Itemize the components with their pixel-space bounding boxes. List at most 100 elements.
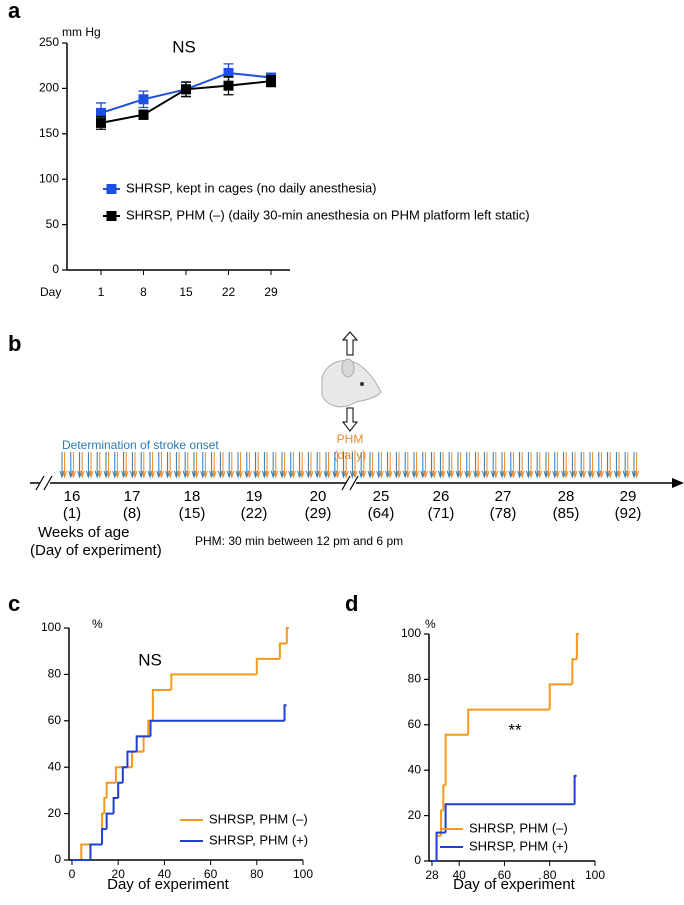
daily-arrow	[185, 452, 191, 479]
y-tick-label: 50	[46, 217, 60, 231]
daily-arrow	[598, 452, 604, 479]
point	[223, 80, 234, 91]
point	[96, 117, 106, 128]
step	[571, 658, 577, 685]
step	[149, 719, 285, 737]
daily-arrow	[607, 452, 613, 479]
daily-arrow	[308, 452, 314, 479]
daily-arrow	[114, 452, 120, 479]
step	[121, 766, 128, 783]
x-axis-label: Day of experiment	[107, 876, 230, 893]
daily-arrow	[625, 452, 631, 479]
y-tick-label: 100	[401, 626, 421, 640]
panel-label: b	[8, 331, 21, 356]
step	[444, 803, 575, 833]
daily-arrow	[343, 452, 349, 479]
step	[105, 781, 116, 799]
note: PHM: 30 min between 12 pm and 6 pm	[195, 534, 403, 548]
daily-arrow	[158, 452, 164, 479]
y-tick-label: 20	[48, 806, 62, 820]
x-tick-label: 40	[158, 867, 172, 881]
x-tick-label: 100	[585, 868, 605, 882]
y-tick-label: 60	[48, 713, 62, 727]
daily-arrow	[88, 452, 94, 479]
y-tick-label: 100	[39, 171, 59, 185]
day-label: (29)	[305, 505, 332, 522]
axis-break	[35, 475, 359, 491]
legend-label: SHRSP, PHM (–) (daily 30-min anesthesia …	[126, 207, 530, 222]
daily-arrow	[299, 452, 305, 479]
x-tick-label: 20	[112, 867, 126, 881]
legend-label: SHRSP, kept in cages (no daily anesthesi…	[126, 180, 377, 195]
day-label: (92)	[615, 505, 642, 522]
step	[575, 633, 579, 660]
daily-arrow	[422, 452, 428, 479]
week-label: 27	[495, 488, 512, 505]
annotation: **	[508, 720, 522, 739]
step	[112, 797, 119, 814]
daily-arrow	[264, 452, 270, 479]
point	[96, 107, 106, 118]
daily-arrow	[466, 452, 472, 479]
daily-arrow	[616, 452, 622, 479]
daily-arrow	[414, 452, 420, 479]
onset-label: Determination of stroke onset	[62, 438, 219, 452]
x-tick-label: 60	[204, 867, 218, 881]
day-label: (64)	[368, 505, 395, 522]
axis-label: Weeks of age	[38, 524, 129, 541]
daily-arrow	[519, 452, 525, 479]
week-label: 20	[310, 488, 327, 505]
point	[266, 76, 276, 87]
y-unit: %	[92, 617, 103, 631]
x-axis-label: Day of experiment	[453, 876, 576, 893]
daily-arrow	[290, 452, 296, 479]
x-tick-label: 60	[498, 868, 512, 882]
daily-arrow	[79, 452, 85, 479]
daily-arrow	[396, 452, 402, 479]
y-tick-label: 0	[414, 853, 421, 867]
y-tick-label: 250	[39, 35, 59, 49]
week-label: 25	[373, 488, 390, 505]
phm-sub: (daily)	[334, 448, 367, 462]
y-tick-label: 100	[41, 620, 61, 634]
annotation: NS	[172, 37, 196, 56]
y-tick-label: 80	[48, 667, 62, 681]
daily-arrow	[141, 452, 147, 479]
x-tick-label: 100	[293, 867, 313, 881]
y-tick-label: 60	[408, 717, 422, 731]
point	[138, 94, 149, 105]
daily-arrow	[493, 452, 499, 479]
step	[101, 828, 107, 845]
y-unit: %	[425, 617, 436, 631]
x-tick-label: 1	[98, 285, 105, 299]
x-tick-label: 80	[543, 868, 557, 882]
step	[278, 642, 287, 659]
timeline: b Determination of stroke onset PHM (dai…	[8, 331, 684, 559]
step	[135, 735, 151, 752]
daily-arrow	[590, 452, 596, 479]
week-label: 18	[184, 488, 201, 505]
step	[170, 673, 257, 690]
daily-arrow	[326, 452, 332, 479]
legend-marker	[106, 211, 117, 221]
x-tick-label: 22	[222, 285, 236, 299]
daily-arrow	[431, 452, 437, 479]
legend-label: SHRSP, PHM (–)	[209, 811, 308, 826]
daily-arrow	[510, 452, 516, 479]
x-tick-label: 0	[69, 867, 76, 881]
y-tick-label: 40	[408, 762, 422, 776]
step	[105, 812, 114, 830]
day-label: (15)	[179, 505, 206, 522]
step	[117, 781, 123, 799]
daily-arrow	[546, 452, 552, 479]
step	[467, 708, 550, 735]
daily-arrow	[255, 452, 261, 479]
daily-arrow	[572, 452, 578, 479]
x-tick-label: 28	[425, 868, 439, 882]
daily-arrow	[634, 452, 640, 479]
day-label: (85)	[553, 505, 580, 522]
step	[114, 766, 133, 783]
step	[573, 774, 577, 805]
daily-arrow	[405, 452, 411, 479]
